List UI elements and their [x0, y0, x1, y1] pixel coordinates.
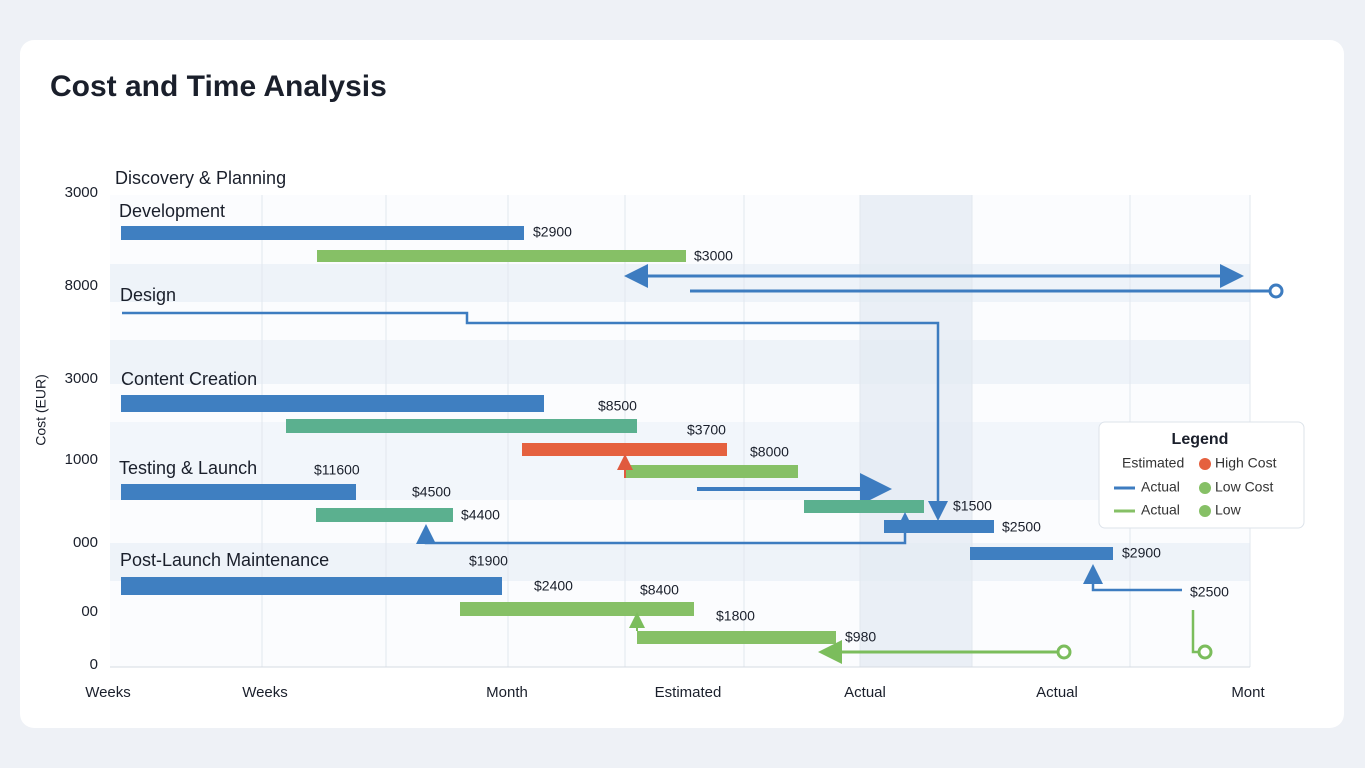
bar-label: $1500 — [953, 498, 992, 514]
bar-label: $2500 — [1002, 519, 1041, 535]
y-tick-label: 3000 — [65, 370, 98, 387]
bar-label: $3000 — [694, 248, 733, 264]
group-label: Discovery & Planning — [115, 168, 286, 188]
y-tick-label: 3000 — [65, 184, 98, 201]
group-label: Development — [119, 201, 225, 221]
x-tick-label: Mont — [1231, 684, 1265, 701]
x-tick-label: Weeks — [85, 684, 131, 701]
group-label: Post-Launch Maintenance — [120, 550, 329, 570]
bar-label: $8500 — [598, 398, 637, 414]
x-tick-label: Weeks — [242, 684, 288, 701]
legend: Legend Estimated High Cost Actual Low Co… — [1098, 421, 1305, 529]
bar-label: $8400 — [640, 582, 679, 598]
y-tick-label: 000 — [73, 534, 98, 551]
bar — [317, 250, 686, 262]
bar-label: $4400 — [461, 507, 500, 523]
connector — [1191, 610, 1199, 654]
milestone — [1268, 283, 1284, 299]
legend-label: Low Cost — [1215, 479, 1273, 495]
bar — [121, 395, 544, 412]
y-axis-label: Cost (EUR) — [33, 374, 49, 446]
x-tick-label: Estimated — [655, 684, 722, 701]
row-band — [110, 264, 1250, 302]
legend-swatch — [1199, 458, 1211, 470]
group-labels: Discovery & Planning Development Design … — [115, 168, 329, 570]
bar-labels: $2900 $3000 $8500 $3700 $8000 $1500 $116… — [314, 224, 1229, 645]
bars — [121, 226, 1284, 664]
y-axis: 3000 8000 3000 1000 000 00 0 Cost (EUR) — [33, 184, 98, 673]
bar — [121, 226, 524, 240]
bar-label: $1900 — [469, 553, 508, 569]
legend-label: Actual — [1141, 502, 1180, 518]
bar — [522, 443, 727, 456]
plot-background — [110, 195, 1251, 668]
legend-title: Legend — [1172, 431, 1229, 448]
bar-label: $2500 — [1190, 584, 1229, 600]
bar-label: $2900 — [533, 224, 572, 240]
bar-label: $8000 — [750, 444, 789, 460]
milestone — [1197, 644, 1213, 660]
legend-box — [1098, 421, 1305, 529]
y-tick-label: 00 — [81, 603, 98, 620]
x-tick-label: Actual — [844, 684, 886, 701]
bar-label: $2400 — [534, 578, 573, 594]
legend-label: Estimated — [1122, 455, 1184, 471]
bar — [625, 465, 798, 478]
bar — [286, 419, 637, 433]
bar-label: $2900 — [1122, 545, 1161, 561]
y-tick-label: 1000 — [65, 451, 98, 468]
milestone — [1056, 644, 1072, 660]
y-tick-label: 0 — [90, 656, 98, 673]
y-tick-label: 8000 — [65, 277, 98, 294]
group-label: Testing & Launch — [119, 458, 257, 478]
legend-label: Actual — [1141, 479, 1180, 495]
x-tick-label: Month — [486, 684, 528, 701]
bar — [884, 520, 994, 533]
bar-label: $4500 — [412, 484, 451, 500]
bar-label: $11600 — [314, 462, 360, 478]
x-axis: Weeks Weeks Month Estimated Actual Actua… — [85, 684, 1265, 701]
highlight-column — [860, 195, 972, 667]
bar — [637, 631, 836, 644]
group-label: Design — [120, 285, 176, 305]
title: Cost and Time Analysis — [50, 70, 387, 103]
bar — [460, 602, 694, 616]
legend-swatch — [1199, 505, 1211, 517]
legend-label: High Cost — [1215, 455, 1277, 471]
bar-label: $980 — [845, 629, 876, 645]
x-tick-label: Actual — [1036, 684, 1078, 701]
bar-label: $1800 — [716, 608, 755, 624]
bar — [121, 484, 356, 500]
group-label: Content Creation — [121, 369, 257, 389]
connector — [122, 311, 948, 521]
legend-label: Low — [1215, 502, 1242, 518]
connector — [1083, 564, 1182, 592]
bar — [970, 547, 1113, 560]
bar — [316, 508, 453, 522]
legend-swatch — [1199, 482, 1211, 494]
bar — [804, 500, 924, 513]
bar-label: $3700 — [687, 422, 726, 438]
row-band — [110, 340, 1250, 384]
bar — [121, 577, 502, 595]
